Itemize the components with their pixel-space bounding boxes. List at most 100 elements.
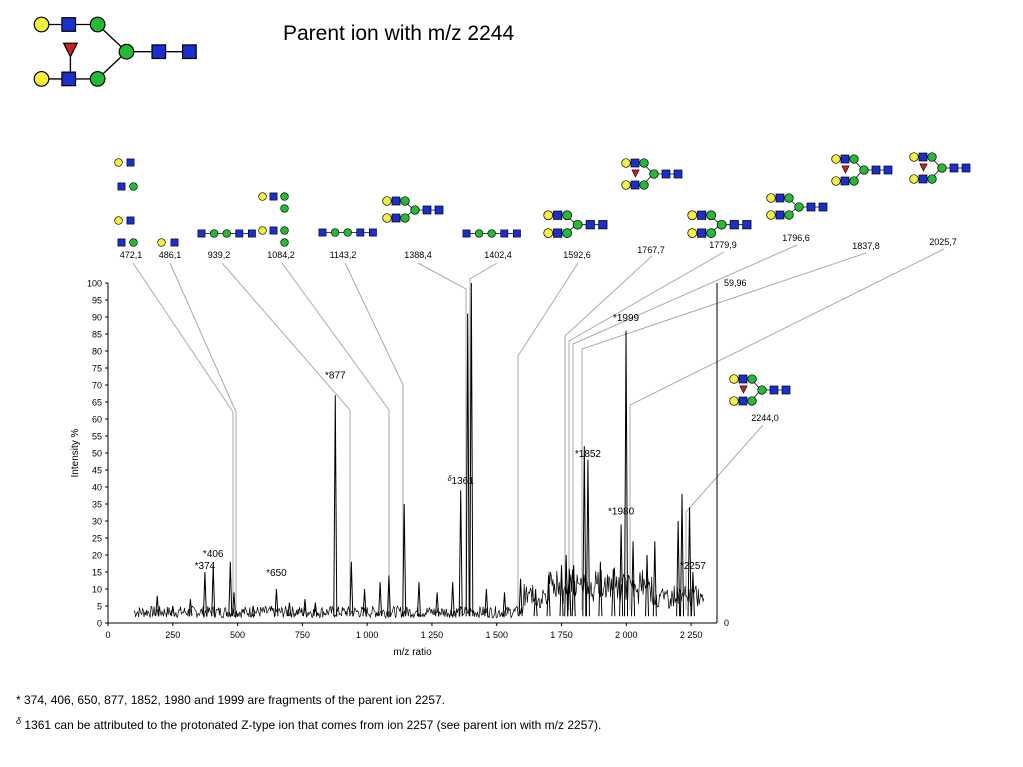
spectrum-trace [133, 282, 705, 619]
spectrum-peak [546, 575, 551, 617]
structure-label: 1837,8 [852, 241, 880, 251]
y-tick-label: 80 [92, 347, 102, 357]
spectrum-peak [652, 541, 657, 617]
y-tick-label: 0 [97, 619, 102, 629]
connector-line [281, 262, 390, 610]
spectrum-peak [386, 575, 391, 617]
structure-label: 1592,6 [563, 250, 591, 260]
spectrum-peak [564, 554, 569, 617]
spectrum-peak [313, 602, 318, 617]
spectrum-peak [435, 592, 440, 617]
x-tick-label: 0 [105, 630, 110, 640]
connector-line [221, 262, 351, 610]
y-tick-label: 15 [92, 568, 102, 578]
spectrum-peak [567, 568, 572, 617]
peak-label: *406 [203, 549, 224, 560]
y-tick-label: 35 [92, 500, 102, 510]
mass-spectrum-chart: 472,1 486,1 939,2 1084,2 1143,2 1388,4 1402,4 1… [0, 0, 1023, 658]
spectrum-peak [631, 541, 636, 617]
x-tick-label: 1 250 [421, 630, 444, 640]
spectrum-peak [378, 582, 383, 617]
connector-line [132, 262, 234, 610]
footnote-fragments: * 374, 406, 650, 877, 1852, 1980 and 199… [16, 693, 445, 707]
footnote-z-ion-text: 1361 can be attributed to the protonated… [24, 718, 602, 732]
spectrum-peak [211, 565, 216, 617]
spectrum-peak [676, 520, 681, 617]
structure-486 [157, 238, 179, 247]
structure-label: 2244,0 [751, 413, 779, 423]
x-tick-label: 1 000 [356, 630, 379, 640]
spectrum-peak [687, 507, 692, 617]
y-tick-label: 60 [92, 415, 102, 425]
spectrum-peak [469, 282, 474, 617]
peak-label: *374 [195, 561, 216, 572]
structure-label: 2025,7 [929, 237, 957, 247]
structure-1592 [544, 211, 607, 238]
y-tick-label: 20 [92, 551, 102, 561]
peak-labels: *374*406 *650 *877 δ1361 *1852 *1980 *1999 *225… [195, 313, 707, 579]
structure-939 [198, 230, 256, 238]
fragment-structures [114, 153, 970, 406]
structure-labels: 472,1 486,1 939,2 1084,2 1143,2 1388,4 1402,4 1… [120, 233, 957, 423]
y-tick-label: 65 [92, 398, 102, 408]
x-tick-label: 500 [230, 630, 245, 640]
y-tick-label: 90 [92, 313, 102, 323]
structure-1779 [688, 211, 751, 238]
structure-2025 [910, 153, 970, 184]
right-axis-top-label: 59,96 [724, 278, 747, 288]
spectrum-peak [611, 568, 616, 617]
spectrum-peak [416, 582, 421, 617]
spectrum-peak [624, 330, 629, 617]
spectrum-peak [518, 578, 523, 617]
spectrum-peak [362, 588, 367, 617]
connector-line [469, 262, 498, 610]
y-tick-label: 75 [92, 364, 102, 374]
spectrum-peak [458, 490, 463, 617]
connector-line [517, 262, 579, 610]
peak-label: *2257 [680, 561, 707, 572]
peak-label: *1852 [575, 449, 602, 460]
connector-line [417, 262, 467, 610]
spectrum-peak [680, 493, 685, 617]
structure-label: 1143,2 [330, 250, 357, 260]
spectrum-peak [287, 602, 292, 617]
structure-label: 1388,4 [404, 250, 432, 260]
connector-lines [132, 244, 945, 610]
spectrum-peak [645, 554, 650, 617]
peak-label-text: 1361 [452, 476, 475, 487]
x-axis-label: m/z ratio [393, 647, 432, 658]
spectrum-peak [349, 561, 354, 617]
peak-label-prefix: δ [448, 476, 452, 483]
spectrum-peak [690, 571, 695, 617]
spectrum-peak [465, 313, 470, 617]
peak-label: *650 [266, 568, 287, 579]
axes: 0 5 10 15 20 25 30 35 40 45 50 55 60 65 70 75 80 85 90 95 10… [70, 278, 747, 658]
spectrum-peak [155, 595, 160, 617]
connector-line [572, 244, 798, 610]
spectrum-peak [170, 605, 175, 617]
structure-label: 939,2 [208, 250, 231, 260]
spectrum-peak [228, 561, 233, 617]
structure-label: 1779,9 [709, 240, 737, 250]
structure-label: 486,1 [159, 250, 182, 260]
structure-label: 1796,6 [782, 233, 810, 243]
spectrum-peak [484, 588, 489, 617]
structure-label: 1767,7 [637, 245, 665, 255]
right-axis-bottom-label: 0 [724, 618, 729, 628]
connector-line [581, 252, 867, 610]
structure-label: 1084,2 [267, 250, 295, 260]
spectrum-peak [202, 571, 207, 617]
structure-2244 [730, 375, 790, 406]
structure-1402 [463, 230, 521, 238]
spectrum-peak [231, 592, 236, 617]
y-tick-label: 45 [92, 466, 102, 476]
structure-label: 1402,4 [484, 250, 512, 260]
spectrum-peak [533, 588, 538, 617]
spectrum-peak [559, 565, 564, 617]
y-tick-label: 100 [87, 279, 102, 289]
y-tick-label: 25 [92, 534, 102, 544]
connector-line [685, 424, 764, 610]
y-tick-label: 70 [92, 381, 102, 391]
spectrum-peak [571, 565, 576, 617]
spectrum-peak [251, 605, 256, 617]
